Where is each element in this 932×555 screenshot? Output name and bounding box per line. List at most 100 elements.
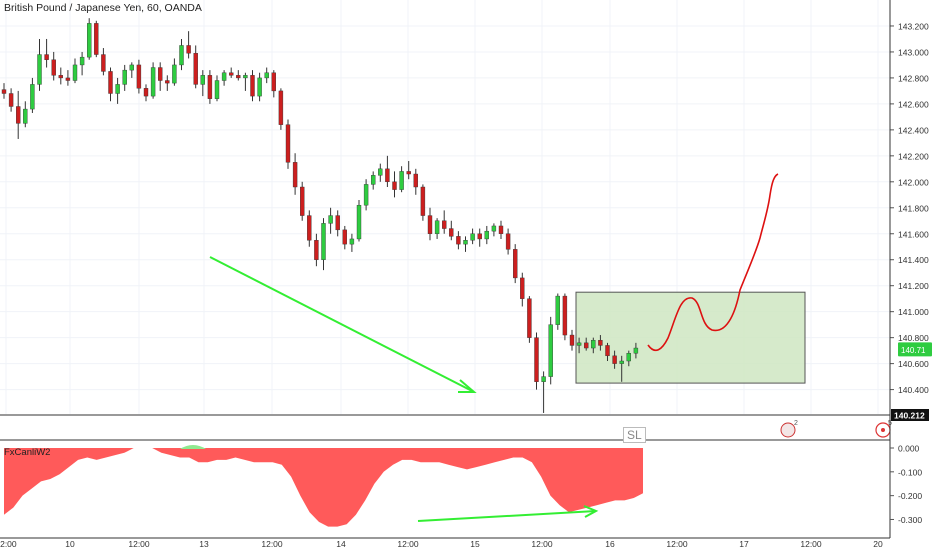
indicator-y-tick-label: -0.100 (898, 467, 922, 477)
y-tick-label: 141.200 (898, 281, 929, 291)
x-tick-label: 12:00 (397, 539, 419, 549)
live-price-badge (898, 342, 932, 357)
candle-body (300, 186, 305, 216)
indicator-title: FxCanliW2 (4, 447, 51, 458)
candle-body (626, 353, 631, 362)
candle-body (399, 171, 404, 190)
candle-body (207, 75, 213, 99)
candle-body (463, 240, 468, 245)
candle-body (605, 345, 610, 357)
x-tick-label: 12:00 (666, 539, 688, 549)
candle-body (385, 168, 390, 183)
x-tick-label: 16 (605, 539, 615, 549)
candle-body (157, 67, 163, 81)
x-tick-label: 17 (739, 539, 749, 549)
projected-path (647, 173, 779, 352)
candle-body (548, 324, 553, 377)
candle-body (569, 334, 575, 346)
candle-body (321, 223, 326, 260)
candle-body (456, 236, 461, 245)
x-tick-label: 12:00 (531, 539, 553, 549)
candle-body (406, 171, 411, 175)
candle-body (413, 173, 418, 188)
candles (1, 18, 639, 413)
y-tick-label: 141.800 (898, 203, 929, 213)
y-tick-label: 143.000 (898, 47, 929, 57)
candle-body (122, 69, 127, 85)
candle-body (264, 72, 269, 79)
y-tick-label: 141.600 (898, 229, 929, 239)
target-zone-box (575, 291, 806, 384)
event-badge-right-dot (881, 428, 885, 432)
candle-body (16, 106, 21, 124)
candle-body (221, 72, 227, 81)
candle-body (108, 71, 113, 94)
y-tick-label: 142.800 (898, 73, 929, 83)
indicator-y-tick-label: -0.200 (898, 491, 922, 501)
candle-body (51, 59, 56, 76)
y-tick-label: 141.000 (898, 307, 929, 317)
y-tick-label: 140.400 (898, 385, 929, 395)
candle-body (30, 84, 35, 110)
candle-body (484, 230, 489, 240)
candle-body (193, 53, 198, 85)
candle-body (434, 220, 440, 234)
candle-body (214, 80, 220, 99)
candle-body (527, 298, 532, 338)
candle-body (200, 75, 206, 85)
x-tick-label: 12:00 (128, 539, 150, 549)
candle-body (271, 72, 276, 92)
candle-body (115, 84, 120, 94)
candle-body (278, 90, 284, 125)
candle-body (378, 168, 383, 176)
candle-body (555, 295, 560, 325)
candle-body (562, 295, 568, 336)
current-price-label: 140.212 (894, 411, 925, 421)
candle-body (143, 88, 149, 97)
candle-body (520, 277, 525, 299)
x-tick-label: 12:00 (261, 539, 283, 549)
event-badge-left-count: 2 (794, 420, 798, 427)
y-tick-label: 140.800 (898, 333, 929, 343)
x-tick-label: 13 (199, 539, 209, 549)
candle-body (612, 355, 617, 364)
event-badge-left (780, 422, 796, 438)
annotations: 25 (209, 173, 892, 438)
y-tick-label: 141.400 (898, 255, 929, 265)
candle-body (314, 240, 319, 260)
candle-body (342, 229, 347, 245)
y-tick-label: 142.000 (898, 177, 929, 187)
y-tick-label: 142.200 (898, 151, 929, 161)
y-tick-label: 143.200 (898, 21, 929, 31)
indicator-y-tick-label: 0.000 (898, 444, 920, 454)
candle-body (513, 249, 518, 279)
candle-body (576, 342, 582, 346)
candle-body (349, 238, 355, 245)
candle-body (491, 225, 497, 232)
candle-body (37, 54, 42, 85)
indicator-positive-bump (180, 445, 206, 449)
candle-body (505, 233, 511, 250)
candle-body (335, 215, 340, 231)
x-tick-label: 20 (873, 539, 883, 549)
candle-body (250, 75, 255, 97)
candle-body (79, 56, 85, 66)
indicator-area (4, 448, 643, 527)
divergence-arrow-head (583, 505, 599, 518)
candle-body (356, 204, 362, 240)
candle-body (58, 75, 63, 79)
candle-body (541, 376, 546, 382)
trend-arrow-line (209, 256, 475, 393)
candle-body (498, 225, 504, 234)
candle-body (363, 184, 369, 206)
candle-body (94, 23, 99, 55)
candle-body (591, 340, 596, 349)
chart-title: British Pound / Japanese Yen, 60, OANDA (4, 2, 202, 14)
sl-label[interactable]: SL (623, 427, 646, 443)
candle-body (285, 124, 291, 163)
x-tick-label: 12:00 (0, 539, 17, 549)
candle-body (129, 64, 135, 71)
candle-body (477, 233, 482, 240)
